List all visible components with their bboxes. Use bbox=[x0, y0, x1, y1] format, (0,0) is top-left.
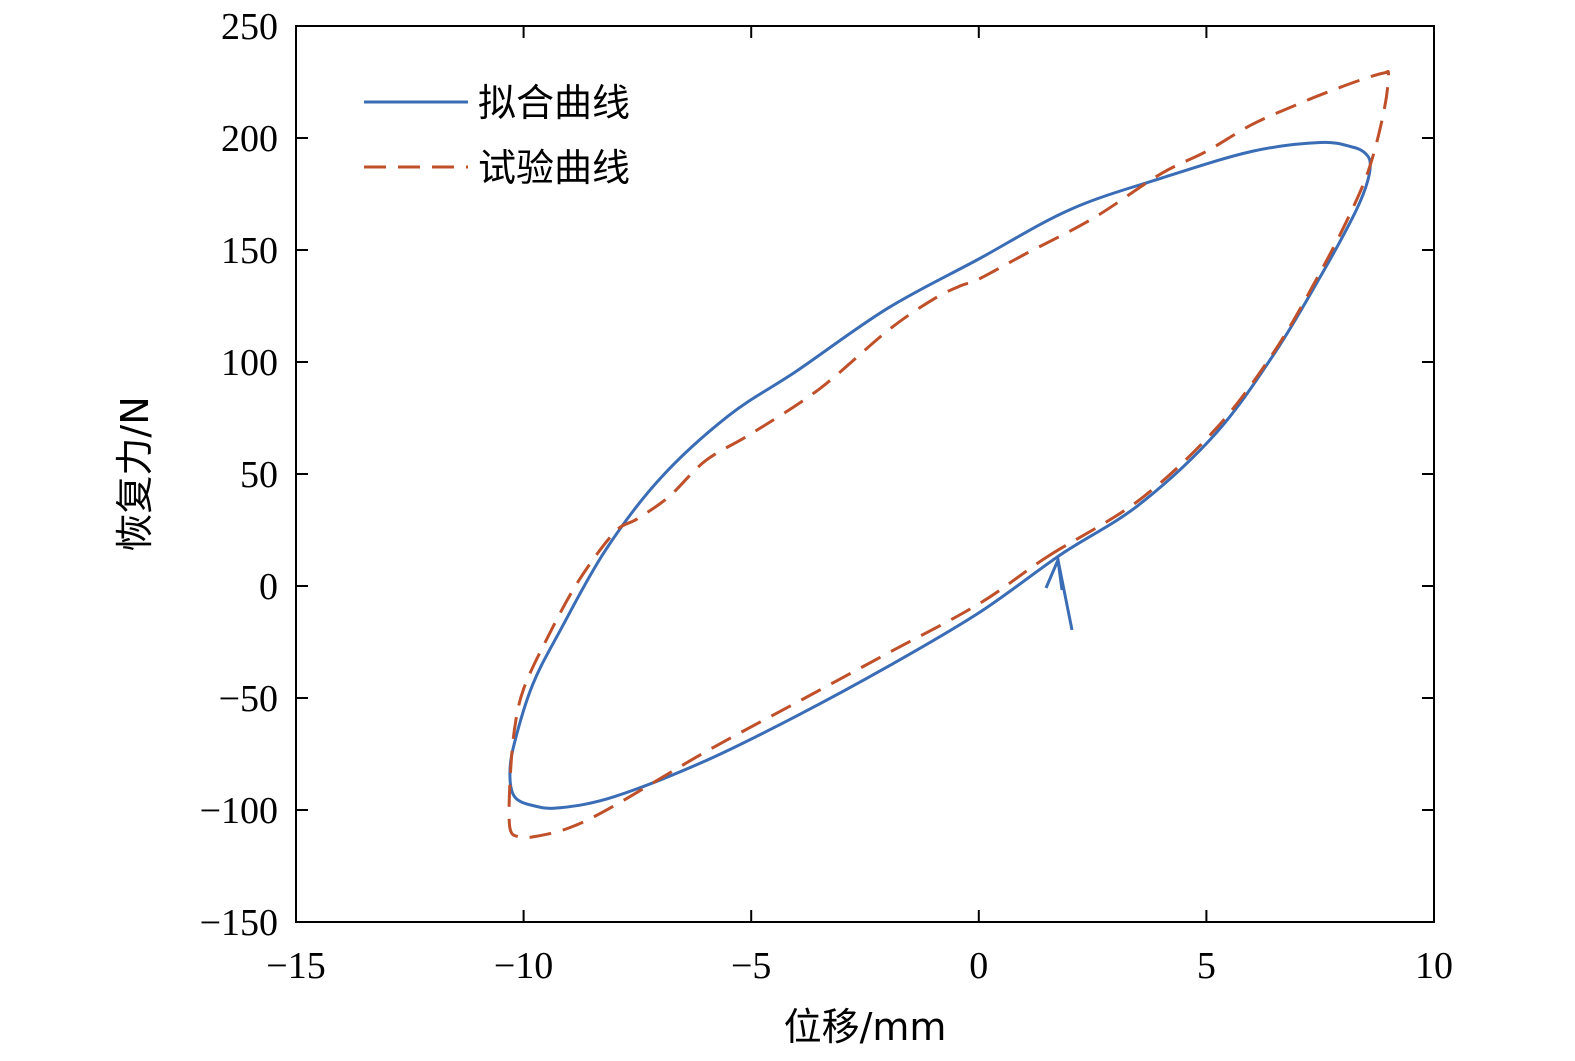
x-tick-label: 5 bbox=[1197, 945, 1216, 987]
x-tick-label: −15 bbox=[266, 945, 325, 987]
test-curve-line bbox=[507, 69, 1390, 840]
fitted-curve-line bbox=[508, 140, 1372, 810]
x-axis-title: 位移/mm bbox=[784, 1005, 947, 1049]
y-tick-label: 150 bbox=[221, 230, 278, 272]
y-tick-label: 250 bbox=[221, 6, 278, 48]
y-tick-label: 50 bbox=[240, 454, 278, 496]
y-tick-label: 100 bbox=[221, 342, 278, 384]
x-ticks: −15 −10 −5 0 5 10 bbox=[266, 26, 1453, 987]
x-tick-label: −10 bbox=[494, 945, 553, 987]
x-tick-label: 10 bbox=[1415, 945, 1453, 987]
y-tick-label: 0 bbox=[259, 566, 278, 608]
y-tick-label: 200 bbox=[221, 118, 278, 160]
series-layer bbox=[507, 69, 1390, 840]
y-tick-label: −100 bbox=[200, 790, 278, 832]
x-tick-label: 0 bbox=[969, 945, 988, 987]
y-axis-title: 恢复力/N bbox=[113, 396, 157, 551]
legend-label-test: 试验曲线 bbox=[478, 146, 630, 190]
direction-arrow-path bbox=[1044, 554, 1074, 631]
plot-frame bbox=[295, 25, 1435, 923]
legend-label-fitted: 拟合曲线 bbox=[478, 81, 630, 125]
direction-arrow bbox=[1044, 554, 1074, 631]
x-tick-label: −5 bbox=[731, 945, 771, 987]
y-ticks: −150 −100 −50 0 50 100 150 200 250 bbox=[200, 6, 1434, 944]
y-tick-label: −150 bbox=[200, 902, 278, 944]
y-tick-label: −50 bbox=[219, 678, 278, 720]
legend: 拟合曲线 试验曲线 bbox=[364, 81, 630, 190]
